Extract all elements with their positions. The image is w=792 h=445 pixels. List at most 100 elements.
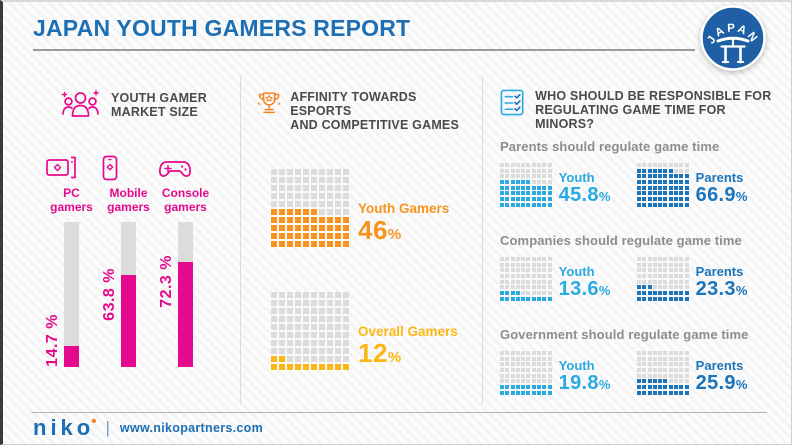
waffle-cell-filled — [531, 202, 536, 207]
waffle-cell-filled — [311, 225, 317, 231]
waffle-cell-filled — [311, 364, 317, 370]
stat-parents: Parents 25.9% — [637, 349, 774, 395]
waffle-cell-empty — [343, 193, 349, 199]
waffle-cell-empty — [668, 356, 673, 361]
waffle-cell-filled — [637, 379, 641, 384]
waffle-cell-empty — [547, 279, 552, 284]
waffle-cell-filled — [515, 185, 520, 190]
waffle-cell-empty — [319, 340, 325, 346]
waffle-cell-empty — [500, 168, 504, 173]
waffle-cell-filled — [510, 390, 515, 395]
waffle-cell-empty — [526, 362, 531, 367]
title-underline — [33, 49, 695, 51]
group-subtitle: Parents should regulate game time — [500, 139, 720, 154]
waffle-cell-filled — [674, 174, 679, 179]
waffle-cell-empty — [343, 332, 349, 338]
waffle-cell-empty — [303, 300, 309, 306]
waffle-cell-empty — [642, 257, 647, 261]
waffle-cell-empty — [668, 379, 673, 384]
waffle-cell-empty — [311, 308, 317, 314]
waffle-cell-empty — [500, 351, 504, 355]
waffle-cell-filled — [652, 179, 657, 184]
waffle-cell-empty — [335, 292, 341, 298]
waffle-cell-filled — [668, 384, 673, 389]
waffle-cell-empty — [327, 348, 333, 354]
waffle-cell-empty — [647, 367, 652, 372]
waffle-cell-empty — [647, 356, 652, 361]
waffle-cell-filled — [271, 209, 277, 215]
waffle-cell-filled — [295, 233, 301, 239]
waffle-cell-empty — [531, 373, 536, 378]
waffle-cell-empty — [327, 177, 333, 183]
waffle-cell-empty — [652, 351, 657, 355]
waffle-cell-empty — [652, 373, 657, 378]
waffle-cell-filled — [531, 196, 536, 201]
waffle-cell-empty — [668, 373, 673, 378]
waffle-cell-empty — [521, 273, 526, 278]
waffle-cell-empty — [526, 351, 531, 355]
waffle-cell-empty — [547, 174, 552, 179]
waffle-cell-filled — [510, 290, 515, 295]
pc-gamers-icon — [46, 156, 76, 179]
checklist-icon — [500, 89, 524, 116]
waffle-cell-empty — [515, 257, 520, 261]
waffle-cell-filled — [542, 185, 547, 190]
footer-divider — [31, 412, 767, 413]
waffle-cell-empty — [658, 367, 663, 372]
waffle-cell-filled — [271, 241, 277, 247]
waffle-cell-filled — [335, 217, 341, 223]
waffle-cell-empty — [303, 340, 309, 346]
waffle-cell-filled — [319, 217, 325, 223]
bar-value-console: 72.3 % — [157, 255, 175, 309]
waffle-cell-empty — [531, 279, 536, 284]
waffle-cell-empty — [287, 308, 293, 314]
footer-separator: | — [105, 418, 110, 437]
waffle-cell-filled — [542, 202, 547, 207]
waffle-cell-empty — [679, 362, 684, 367]
waffle-cell-empty — [335, 201, 341, 207]
waffle-cell-filled — [674, 185, 679, 190]
waffle-cell-filled — [510, 179, 515, 184]
waffle-cell-empty — [684, 262, 689, 267]
waffle-cell-filled — [663, 390, 668, 395]
waffle-cell-filled — [319, 225, 325, 231]
waffle-cell-filled — [658, 196, 663, 201]
waffle-cell-filled — [271, 225, 277, 231]
waffle-cell-filled — [637, 290, 641, 295]
waffle-cell-filled — [303, 217, 309, 223]
waffle-cell-empty — [303, 332, 309, 338]
waffle-cell-empty — [287, 324, 293, 330]
waffle-cell-empty — [271, 300, 277, 306]
waffle-cell-filled — [647, 379, 652, 384]
waffle-cell-filled — [279, 233, 285, 239]
waffle-cell-empty — [515, 362, 520, 367]
waffle-value-overall-gamers: 12% — [358, 340, 478, 371]
waffle-cell-filled — [637, 191, 641, 196]
waffle-cell-filled — [658, 296, 663, 301]
waffle-cell-empty — [537, 285, 542, 290]
waffle-cell-filled — [303, 364, 309, 370]
waffle-cell-filled — [531, 191, 536, 196]
waffle-cell-filled — [637, 196, 641, 201]
waffle-cell-empty — [684, 163, 689, 167]
waffle-cell-empty — [505, 362, 510, 367]
waffle-cell-empty — [335, 185, 341, 191]
waffle-cell-empty — [684, 279, 689, 284]
waffle-cell-empty — [547, 268, 552, 273]
footer-url[interactable]: www.nikopartners.com — [119, 421, 263, 435]
waffle-cell-filled — [303, 233, 309, 239]
waffle-cell-empty — [658, 373, 663, 378]
waffle-cell-filled — [684, 296, 689, 301]
waffle-cell-empty — [674, 285, 679, 290]
waffle-cell-empty — [279, 177, 285, 183]
waffle-cell-filled — [287, 241, 293, 247]
waffle-cell-empty — [335, 177, 341, 183]
group-subtitle: Government should regulate game time — [500, 327, 749, 342]
waffle-cell-empty — [505, 168, 510, 173]
waffle-cell-empty — [537, 373, 542, 378]
percent-sign: % — [598, 283, 611, 298]
waffle-cell-empty — [668, 273, 673, 278]
waffle-cell-filled — [279, 364, 285, 370]
waffle-overall-gamers — [271, 292, 349, 370]
waffle-cell-filled — [327, 225, 333, 231]
